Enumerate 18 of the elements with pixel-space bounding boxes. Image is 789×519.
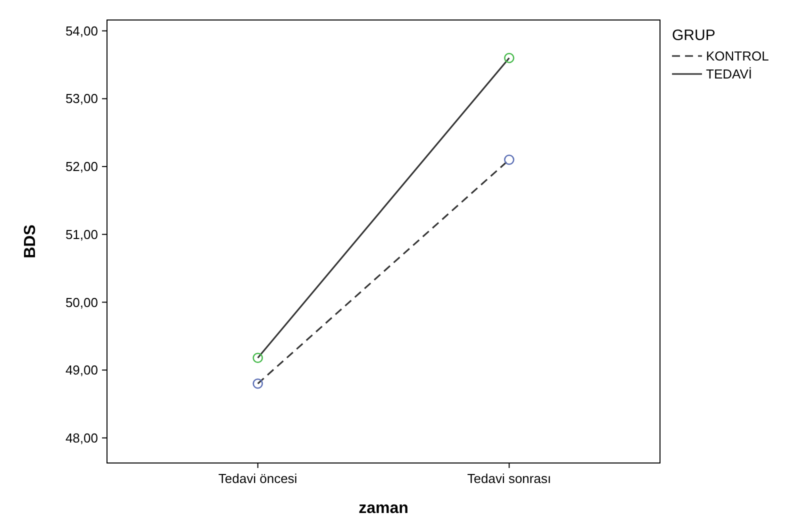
y-axis-title: BDS [22,224,39,258]
y-tick-label: 53,00 [65,91,98,106]
point [504,52,514,64]
y-tick-label: 52,00 [65,159,98,174]
x-tick-label: Tedavi sonrası [467,471,552,486]
y-tick-label: 48,00 [65,430,98,446]
legend-title: GRUP [672,27,716,44]
y-tick-label: 54,00 [65,23,98,38]
point [252,352,263,363]
x-tick-label: Tedavi öncesi [218,471,298,486]
x-axis-title: zaman [358,500,408,517]
legend-label: KONTROL [706,48,769,64]
point [504,154,514,165]
y-tick-label: 50,00 [65,294,98,310]
point [252,378,263,389]
legend-label: TEDAVİ [706,66,752,82]
y-tick-label: 49,00 [65,362,98,378]
y-tick-label: 51,00 [65,226,98,242]
